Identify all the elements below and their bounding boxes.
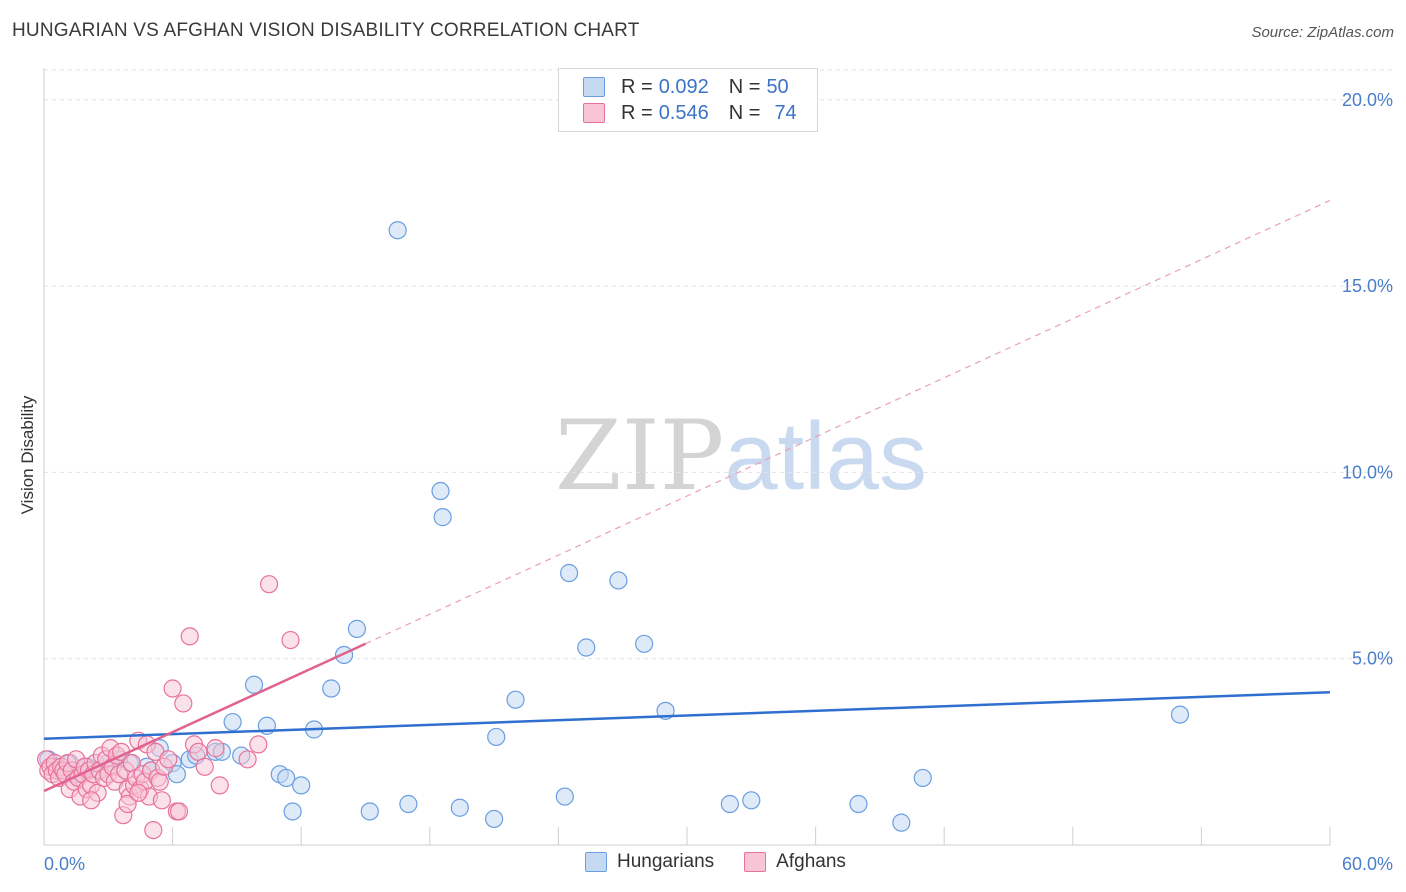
watermark-zip: ZIP (555, 400, 725, 512)
hungarians-point (720, 794, 739, 814)
series-swatch-afghans (744, 852, 767, 872)
hungarians-point (283, 802, 302, 821)
legend-swatch-afghans (583, 103, 605, 123)
hungarians-point (742, 791, 761, 810)
source-credit: Source: ZipAtlas.com (1251, 24, 1394, 41)
hungarians-point (560, 563, 579, 583)
legend-r-label: R = (621, 101, 653, 124)
afghans-point (206, 739, 225, 758)
correlation-legend: R = 0.092 N = 50 R = 0.546 N = 74 (558, 68, 818, 132)
hungarians-point (431, 481, 450, 501)
legend-n-value: 50 (766, 75, 789, 98)
hungarians-point (433, 508, 452, 527)
series-legend: Hungarians Afghans (585, 851, 876, 873)
afghans-point (281, 630, 300, 650)
afghans-point (163, 679, 182, 698)
watermark: ZIPatlas (555, 400, 927, 512)
afghans-point (174, 694, 193, 713)
hungarians-point (485, 809, 504, 829)
afghans-point (180, 627, 199, 646)
hungarians-point (347, 619, 367, 638)
y-tick-label: 20.0% (1342, 90, 1393, 110)
afghans-point (152, 791, 171, 810)
x-tick-label: 60.0% (1342, 854, 1393, 874)
y-tick-label: 5.0% (1352, 649, 1393, 669)
afghans-trend-line (43, 642, 367, 793)
afghans-point (82, 791, 101, 810)
hungarians-point (1170, 705, 1190, 724)
chart-title: HUNGARIAN VS AFGHAN VISION DISABILITY CO… (12, 20, 640, 41)
legend-row-afghans: R = 0.546 N = 74 (583, 101, 797, 125)
series-swatch-hungarians (585, 852, 607, 872)
x-tick-label: 0.0% (44, 854, 85, 874)
legend-r-value: 0.546 (658, 101, 709, 124)
watermark-atlas: atlas (724, 403, 927, 510)
afghans-trend-extension (365, 199, 1331, 645)
afghans-point (259, 575, 279, 594)
legend-n-value: 74 (774, 101, 797, 124)
hungarians-point (277, 768, 296, 788)
y-tick-label: 10.0% (1342, 462, 1393, 482)
hungarians-point (450, 798, 469, 817)
hungarians-point (360, 802, 379, 821)
afghans-point (129, 783, 148, 802)
legend-r-value: 0.092 (658, 75, 709, 98)
hungarians-point (577, 638, 596, 657)
series-legend-afghans[interactable]: Afghans (744, 851, 846, 873)
hungarians-point (609, 571, 628, 590)
hungarians-point (849, 794, 868, 814)
series-label-hungarians: Hungarians (617, 851, 715, 872)
y-tick-label: 15.0% (1342, 276, 1393, 296)
afghans-point (249, 735, 268, 754)
hungarians-point (913, 768, 932, 788)
hungarians-trend-line (43, 690, 1331, 741)
hungarians-point (487, 727, 506, 747)
hungarians-point (244, 675, 264, 694)
afghans-point (210, 776, 229, 795)
afghans-point (159, 750, 178, 769)
legend-r-label: R = (621, 75, 653, 98)
series-label-afghans: Afghans (776, 851, 846, 872)
afghans-point (150, 772, 169, 791)
hungarians-point (322, 679, 341, 698)
afghans-points (37, 575, 300, 840)
grid-lines (44, 69, 1392, 660)
hungarians-point (635, 634, 654, 653)
hungarians-point (223, 712, 242, 732)
legend-swatch-hungarians (583, 77, 605, 97)
legend-n-label: N = (728, 101, 761, 124)
hungarians-point (555, 787, 574, 806)
afghans-point (118, 794, 137, 814)
hungarians-point (399, 794, 418, 814)
series-legend-hungarians[interactable]: Hungarians (585, 851, 714, 873)
afghans-point (169, 802, 189, 821)
afghans-point (195, 757, 214, 776)
axes (43, 68, 1331, 846)
legend-n-label: N = (728, 75, 761, 98)
hungarians-point (292, 776, 311, 795)
hungarians-point (892, 813, 911, 832)
tick-labels: 5.0% 10.0% 15.0% 20.0% 0.0% 60.0% (44, 90, 1393, 874)
hungarians-point (388, 221, 407, 240)
afghans-point (144, 820, 163, 840)
trend-lines (43, 199, 1331, 793)
legend-row-hungarians: R = 0.092 N = 50 (583, 75, 789, 99)
hungarians-point (506, 690, 525, 709)
afghans-point (238, 750, 257, 769)
